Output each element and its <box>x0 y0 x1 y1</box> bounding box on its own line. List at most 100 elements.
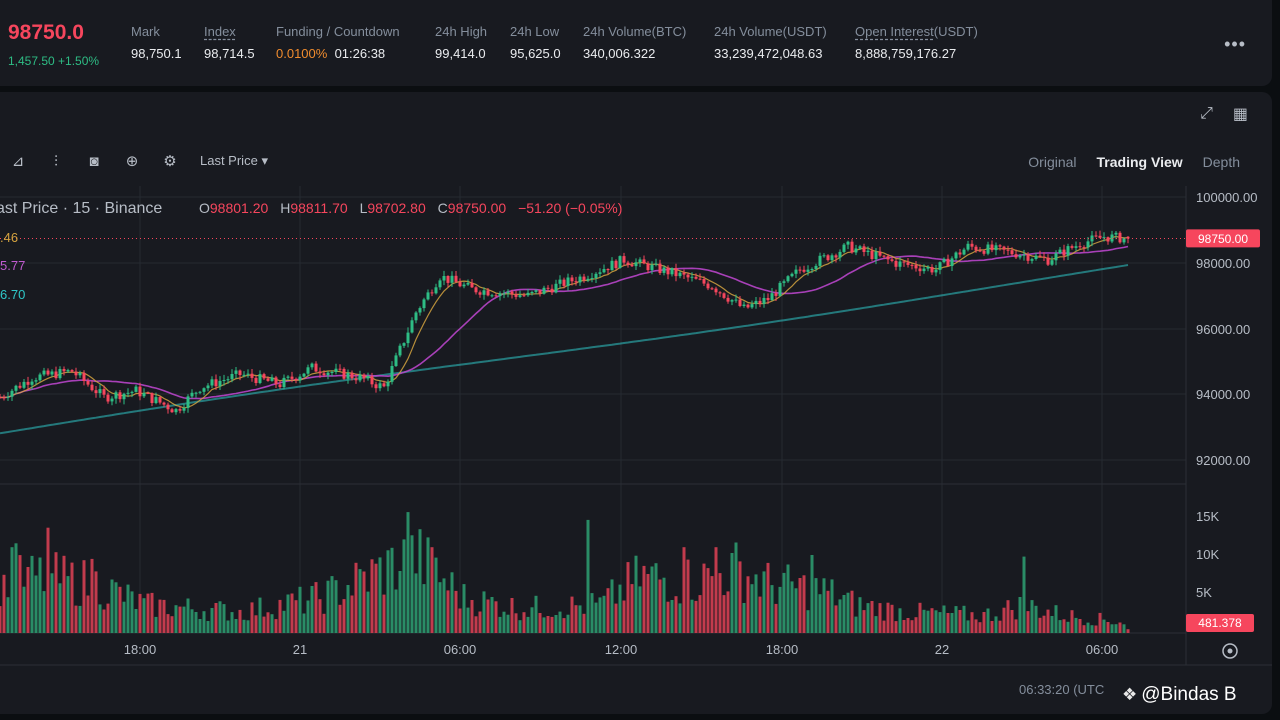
open-interest-link[interactable]: Open Interest <box>855 24 934 39</box>
candle-body <box>742 304 746 306</box>
price-tick-label: 94000.00 <box>1196 387 1250 402</box>
candle-body <box>562 279 566 286</box>
volume-bar <box>426 537 430 633</box>
tab-original[interactable]: Original <box>1028 154 1077 170</box>
candle-body <box>878 251 882 256</box>
volume-bar <box>890 604 894 633</box>
volume-bar <box>250 602 254 633</box>
candle-body <box>722 293 726 298</box>
volume-bar <box>562 618 566 633</box>
candle-body <box>126 392 130 394</box>
settings-icon[interactable]: ⚙ <box>163 153 177 170</box>
volume-bar <box>654 563 658 633</box>
candle-body <box>250 373 254 378</box>
volume-bar <box>710 576 714 633</box>
candle-body <box>450 275 454 283</box>
price-type-label[interactable]: Last Price <box>200 153 258 168</box>
volume-bar <box>318 599 322 633</box>
stat-value: 95,625.0 <box>510 46 561 61</box>
volume-bar <box>66 576 70 633</box>
fullscreen-icon[interactable]: ⤢ <box>1200 105 1213 122</box>
candle-body <box>690 276 694 278</box>
clock-readout: 06:33:20 (UTC <box>1019 682 1105 697</box>
candle-body <box>350 372 354 379</box>
volume-bar <box>1042 615 1046 633</box>
volume-bar <box>790 581 794 633</box>
volume-bar <box>358 569 362 633</box>
candle-body <box>0 397 2 399</box>
volume-bar <box>478 611 482 633</box>
stat-value: 33,239,472,048.63 <box>714 46 823 61</box>
volume-bar <box>1098 612 1102 633</box>
volume-bar <box>406 512 410 633</box>
candle-body <box>754 300 758 305</box>
volume-bar <box>1082 625 1086 633</box>
tab-depth[interactable]: Depth <box>1202 154 1240 170</box>
moving-averages <box>0 235 1129 435</box>
candle-body <box>662 267 666 273</box>
candle-body <box>850 241 854 253</box>
chevron-down-icon[interactable]: ▾ <box>261 153 268 168</box>
candle-body <box>766 298 770 301</box>
stat-label[interactable]: Index <box>204 24 236 39</box>
candle-body <box>98 389 102 394</box>
volume-bar <box>914 617 918 633</box>
stat-label[interactable]: Open Interest(USDT) <box>855 24 978 39</box>
candle-body <box>458 281 462 287</box>
candle-body <box>378 383 382 389</box>
last-price: 98750.0 <box>8 21 84 44</box>
candle-body <box>1106 237 1110 242</box>
volume-bar <box>18 555 22 633</box>
candle-body <box>278 384 282 387</box>
volume-bar <box>874 616 878 633</box>
candle-body <box>102 389 106 395</box>
candles <box>0 230 1130 415</box>
candle-type-icon[interactable]: ⫶ <box>54 152 58 170</box>
volume-bar <box>170 616 174 633</box>
volume-bar <box>930 608 934 633</box>
volume-bar <box>958 610 962 633</box>
candle-body <box>622 256 626 263</box>
candle-body <box>814 265 818 269</box>
price-type-dropdown[interactable]: Last Price ▾ <box>200 153 268 169</box>
volume-bar <box>586 519 590 633</box>
volume-bar <box>798 578 802 633</box>
volume-bar <box>598 597 602 633</box>
volume-bar <box>738 561 742 633</box>
candle-body <box>530 292 534 293</box>
candle-body <box>1066 246 1070 256</box>
stat-index[interactable]: Index 98,714.5 <box>204 24 255 61</box>
candle-body <box>90 384 94 391</box>
volume-bar <box>962 605 966 633</box>
camera-icon[interactable]: ◙ <box>89 152 99 170</box>
candle-body <box>354 378 358 381</box>
tab-trading-view[interactable]: Trading View <box>1096 154 1183 170</box>
stat-24h-high: 24h High 99,414.0 <box>435 24 487 61</box>
last-volume-tag-text: 481.378 <box>1198 616 1242 630</box>
volume-bar <box>706 568 710 633</box>
candle-body <box>290 376 294 379</box>
volume-bar <box>30 555 34 633</box>
add-icon[interactable]: ⊕ <box>125 153 139 170</box>
candle-body <box>174 409 178 413</box>
layout-grid-icon[interactable]: ▦ <box>1232 106 1248 123</box>
volume-bar <box>538 613 542 633</box>
candle-body <box>978 250 982 252</box>
volume-bar <box>266 612 270 633</box>
volume-bar <box>438 582 442 633</box>
candle-body <box>990 244 994 251</box>
volume-bar <box>102 609 106 633</box>
volume-bar <box>834 605 838 633</box>
stat-open-interest[interactable]: Open Interest(USDT) 8,888,759,176.27 <box>855 24 978 61</box>
volume-bar <box>974 619 978 633</box>
candle-body <box>718 292 722 294</box>
volume-bar <box>182 606 186 633</box>
more-dots-icon[interactable]: ••• <box>1224 34 1246 54</box>
candle-body <box>638 259 642 263</box>
binance-logo-icon: ❖ <box>1122 685 1138 704</box>
indicator-icon[interactable]: ⊿ <box>11 153 25 170</box>
candle-body <box>418 308 422 313</box>
volume-bar <box>814 578 818 633</box>
volume-bar <box>1018 597 1022 633</box>
